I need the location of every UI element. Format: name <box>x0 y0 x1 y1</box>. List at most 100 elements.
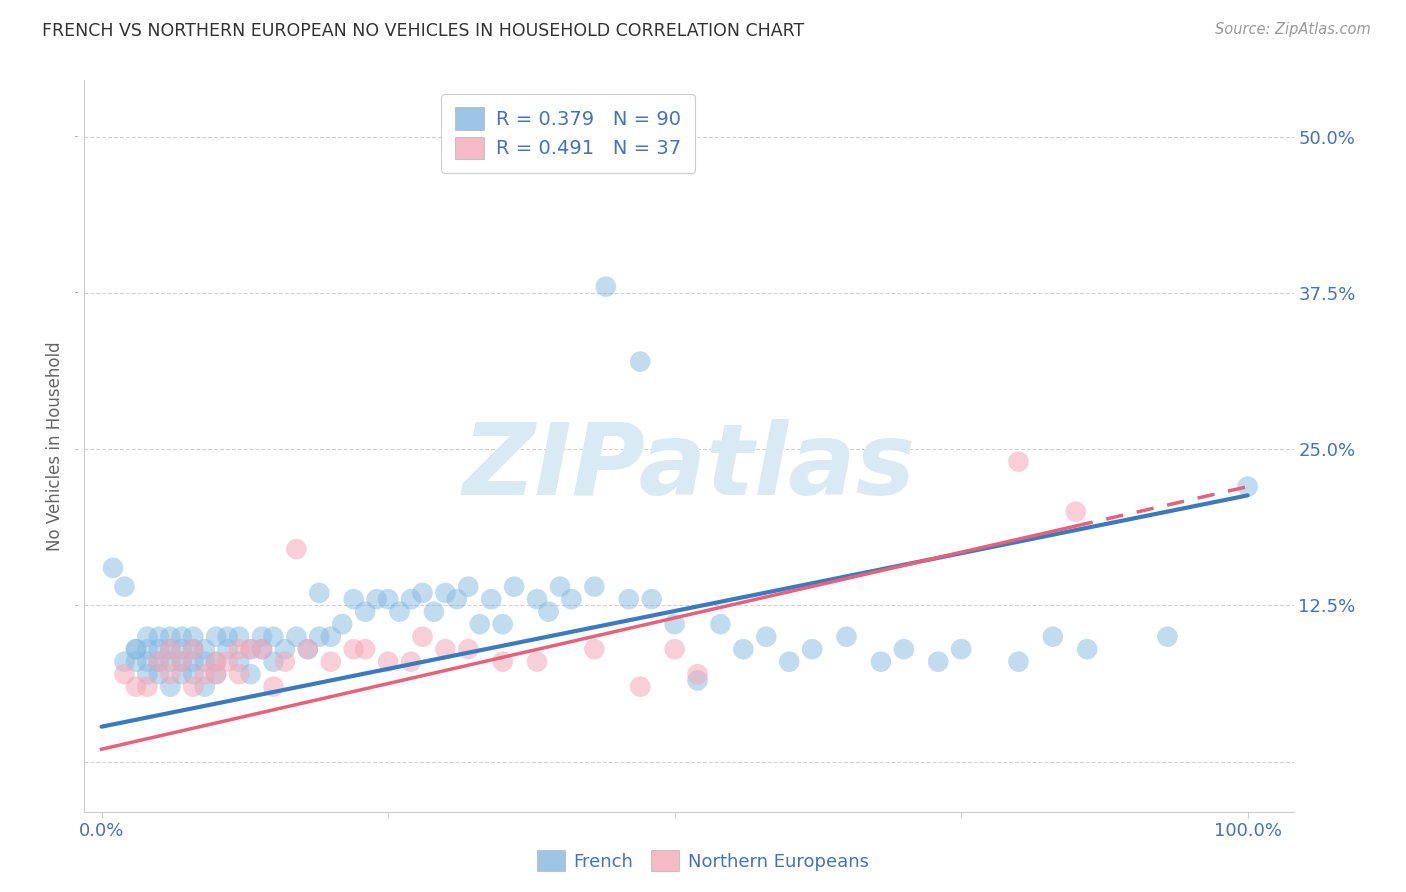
Point <box>411 586 433 600</box>
Point <box>366 592 388 607</box>
Point <box>159 642 181 657</box>
Point <box>250 630 273 644</box>
Point <box>148 667 170 681</box>
Point <box>148 655 170 669</box>
Point <box>1064 505 1087 519</box>
Point <box>181 680 204 694</box>
Point <box>148 642 170 657</box>
Point <box>319 655 342 669</box>
Point <box>308 630 330 644</box>
Point <box>526 592 548 607</box>
Point <box>181 667 204 681</box>
Point <box>148 630 170 644</box>
Point <box>354 605 377 619</box>
Point <box>285 542 308 557</box>
Point <box>194 655 217 669</box>
Text: FRENCH VS NORTHERN EUROPEAN NO VEHICLES IN HOUSEHOLD CORRELATION CHART: FRENCH VS NORTHERN EUROPEAN NO VEHICLES … <box>42 22 804 40</box>
Legend: R = 0.379   N = 90, R = 0.491   N = 37: R = 0.379 N = 90, R = 0.491 N = 37 <box>441 94 695 173</box>
Point <box>114 667 136 681</box>
Point <box>434 586 457 600</box>
Text: Source: ZipAtlas.com: Source: ZipAtlas.com <box>1215 22 1371 37</box>
Point <box>377 655 399 669</box>
Point <box>319 630 342 644</box>
Point <box>170 642 193 657</box>
Point <box>194 680 217 694</box>
Point <box>274 655 297 669</box>
Point <box>492 617 515 632</box>
Point <box>114 655 136 669</box>
Point <box>274 642 297 657</box>
Point <box>548 580 571 594</box>
Point <box>239 642 262 657</box>
Point <box>733 642 755 657</box>
Point <box>950 642 973 657</box>
Point <box>308 586 330 600</box>
Point <box>343 592 366 607</box>
Point <box>125 642 148 657</box>
Point <box>399 655 422 669</box>
Point <box>1042 630 1064 644</box>
Point <box>801 642 824 657</box>
Y-axis label: No Vehicles in Household: No Vehicles in Household <box>46 341 65 551</box>
Point <box>709 617 731 632</box>
Point <box>205 667 228 681</box>
Point <box>628 680 651 694</box>
Point <box>159 642 181 657</box>
Point <box>217 642 239 657</box>
Point <box>263 655 285 669</box>
Point <box>479 592 502 607</box>
Point <box>927 655 949 669</box>
Point <box>343 642 366 657</box>
Point <box>136 680 159 694</box>
Point <box>297 642 319 657</box>
Point <box>492 655 515 669</box>
Legend: French, Northern Europeans: French, Northern Europeans <box>530 843 876 879</box>
Point <box>686 667 709 681</box>
Text: ZIPatlas: ZIPatlas <box>463 419 915 516</box>
Point <box>205 655 228 669</box>
Point <box>330 617 353 632</box>
Point <box>778 655 800 669</box>
Point <box>136 655 159 669</box>
Point <box>239 642 262 657</box>
Point <box>125 655 148 669</box>
Point <box>228 655 250 669</box>
Point <box>755 630 778 644</box>
Point <box>170 655 193 669</box>
Point <box>159 655 181 669</box>
Point <box>159 630 181 644</box>
Point <box>263 680 285 694</box>
Point <box>1007 455 1029 469</box>
Point <box>297 642 319 657</box>
Point <box>181 630 204 644</box>
Point <box>1076 642 1098 657</box>
Point <box>136 667 159 681</box>
Point <box>205 655 228 669</box>
Point <box>835 630 858 644</box>
Point <box>181 655 204 669</box>
Point <box>399 592 422 607</box>
Point <box>411 630 433 644</box>
Point <box>595 279 617 293</box>
Point <box>870 655 893 669</box>
Point <box>1156 630 1178 644</box>
Point <box>181 642 204 657</box>
Point <box>388 605 411 619</box>
Point <box>239 667 262 681</box>
Point <box>217 630 239 644</box>
Point <box>560 592 582 607</box>
Point <box>170 655 193 669</box>
Point <box>537 605 560 619</box>
Point <box>434 642 457 657</box>
Point <box>205 630 228 644</box>
Point <box>1007 655 1029 669</box>
Point <box>263 630 285 644</box>
Point <box>446 592 468 607</box>
Point <box>583 580 606 594</box>
Point <box>159 680 181 694</box>
Point <box>617 592 640 607</box>
Point <box>423 605 446 619</box>
Point <box>457 642 479 657</box>
Point <box>170 630 193 644</box>
Point <box>893 642 915 657</box>
